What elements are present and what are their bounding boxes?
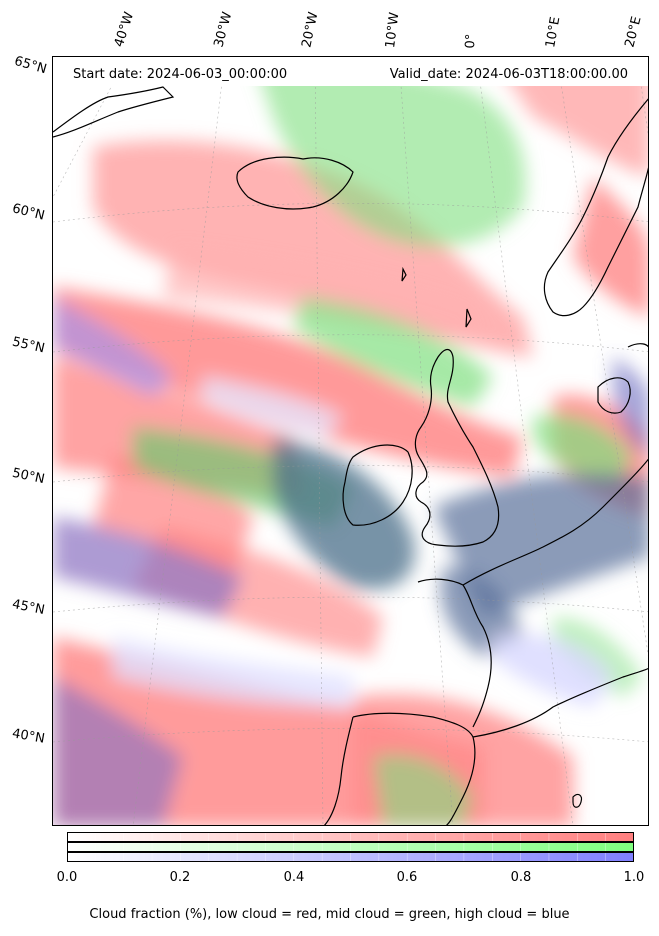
colorbar-tick-1: 0.2 xyxy=(169,870,191,885)
lat-label-60n: 60°N xyxy=(10,201,47,224)
lon-label-20e: 20°E xyxy=(622,15,645,49)
lon-label-40w: 40°W xyxy=(111,10,138,49)
colorbar-tick-0: 0.0 xyxy=(56,870,78,885)
colorbar-tick-3: 0.6 xyxy=(396,870,418,885)
cloud-fraction-map: Start date: 2024-06-03_00:00:00 Valid_da… xyxy=(52,56,649,826)
start-date-label: Start date: 2024-06-03_00:00:00 xyxy=(73,67,288,82)
coastlines xyxy=(53,86,648,825)
lat-label-55n: 55°N xyxy=(10,334,47,357)
valid-date-label: Valid_date: 2024-06-03T18:00:00.00 xyxy=(389,67,628,82)
lon-label-10e: 10°E xyxy=(543,15,564,49)
lat-label-50n: 50°N xyxy=(10,465,46,488)
lat-label-40n: 40°N xyxy=(10,726,46,747)
lat-label-65n: 65°N xyxy=(12,53,49,78)
lat-label-45n: 45°N xyxy=(10,597,46,618)
lon-label-20w: 20°W xyxy=(299,10,322,49)
colorbar-tick-2: 0.4 xyxy=(283,870,305,885)
colorbar-canvas xyxy=(67,832,634,862)
colorbar xyxy=(67,832,634,862)
colorbar-caption: Cloud fraction (%), low cloud = red, mid… xyxy=(89,907,570,922)
lon-label-10w: 10°W xyxy=(383,11,403,50)
graticule xyxy=(53,57,648,825)
lon-label-30w: 30°W xyxy=(211,10,236,49)
lon-label-0: 0° xyxy=(463,33,479,49)
colorbar-tick-4: 0.8 xyxy=(510,870,532,885)
map-canvas xyxy=(53,57,648,825)
colorbar-tick-5: 1.0 xyxy=(623,870,645,885)
